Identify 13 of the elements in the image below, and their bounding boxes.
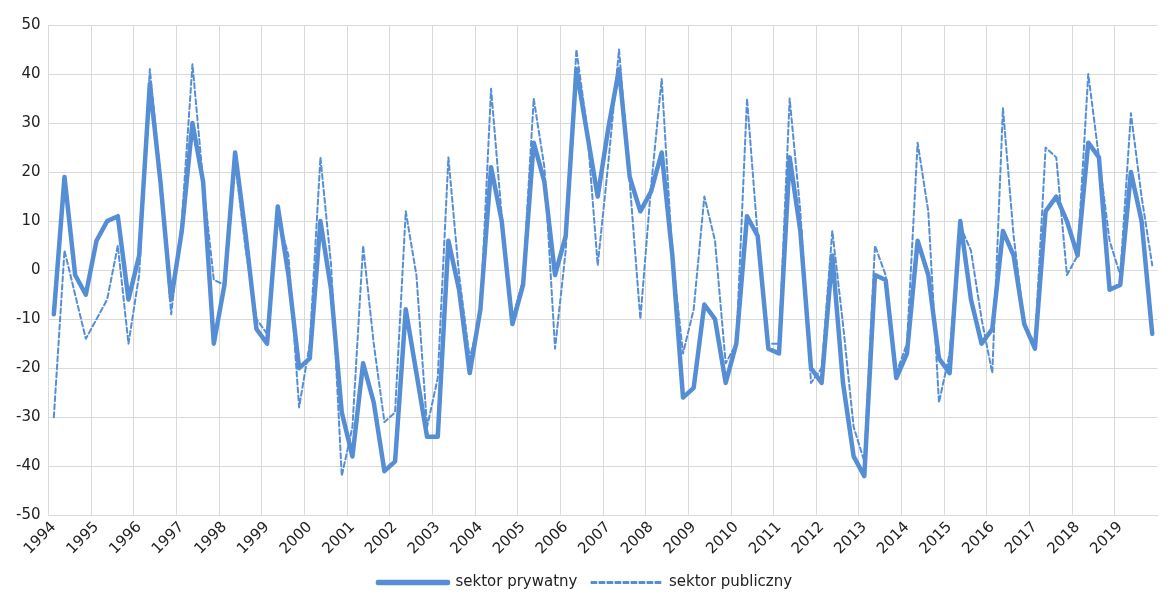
y-tick-label: -40 (16, 456, 41, 475)
y-tick-label: 10 (21, 211, 41, 229)
legend-label: sektor prywatny (455, 572, 578, 591)
y-tick-label: 50 (21, 14, 41, 33)
y-tick-label: -20 (16, 358, 41, 377)
y-tick-label: -30 (16, 407, 41, 426)
y-tick-label: -10 (16, 309, 41, 328)
legend-label: sektor publiczny (668, 572, 793, 591)
y-tick-label: 30 (21, 112, 41, 131)
y-tick-label: 0 (30, 260, 41, 279)
y-tick-label: 40 (21, 63, 41, 82)
y-tick-label: -50 (16, 505, 41, 524)
y-tick-label: 20 (21, 161, 41, 180)
